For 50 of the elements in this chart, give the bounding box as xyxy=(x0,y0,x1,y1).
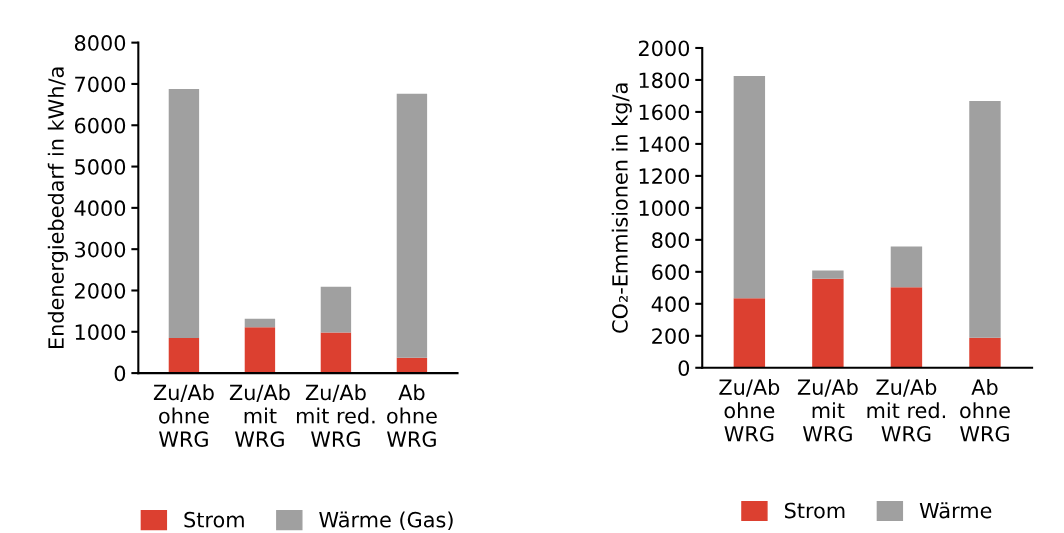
y-tick-label: 2000 xyxy=(75,282,126,299)
legend-label: Wärme (Gas) xyxy=(319,511,453,531)
bar xyxy=(244,327,276,374)
bar xyxy=(812,278,844,368)
y-tick-label: 0 xyxy=(678,360,690,376)
legend-label: Strom xyxy=(784,502,845,519)
y-tick-label: 0 xyxy=(114,365,126,382)
y-tick-label: 1400 xyxy=(639,136,690,153)
y-tick-label: 5000 xyxy=(75,159,126,175)
x-tick-label: Zu/Ab ohne WRG xyxy=(719,378,780,442)
y-tick-label: 1200 xyxy=(639,168,690,185)
y-tick-label: 7000 xyxy=(75,76,126,93)
x-tick-label: Zu/Ab mit red. WRG xyxy=(297,384,375,447)
y-tick-label: 1800 xyxy=(639,72,690,89)
y-tick-label: 4000 xyxy=(74,200,126,217)
bar xyxy=(320,332,352,374)
bar xyxy=(890,246,923,288)
legend-label: Wärme xyxy=(919,502,992,519)
bar xyxy=(396,93,428,358)
y-axis-title: CO₂-Emmisionen in kg/a xyxy=(611,83,632,333)
bar xyxy=(320,286,352,333)
y-tick-label: 1000 xyxy=(75,324,126,340)
y-tick-label: 3000 xyxy=(75,241,126,258)
bar xyxy=(812,270,844,279)
y-tick-label: 400 xyxy=(651,296,690,313)
x-tick-label: Ab ohne WRG xyxy=(960,378,1010,442)
bar xyxy=(168,337,200,374)
y-tick-label: 6000 xyxy=(74,117,126,134)
y-tick-label: 2000 xyxy=(638,40,690,57)
legend-label: Strom xyxy=(184,511,244,528)
x-tick-label: Zu/Ab mit WRG xyxy=(229,384,290,447)
y-tick-label: 1600 xyxy=(639,104,690,121)
y-axis-title: Endenergiebedarf in kWh/a xyxy=(47,67,68,348)
x-tick-label: Zu/Ab mit red. WRG xyxy=(867,378,945,442)
x-tick-label: Zu/Ab mit WRG xyxy=(797,378,858,442)
y-tick-label: 200 xyxy=(652,328,690,344)
bar xyxy=(733,75,766,299)
y-tick-label: 800 xyxy=(652,232,690,249)
bar xyxy=(733,298,766,368)
bar xyxy=(244,318,276,328)
y-tick-label: 600 xyxy=(652,264,690,281)
bar xyxy=(969,337,1001,368)
y-tick-label: 8000 xyxy=(74,35,126,51)
bar xyxy=(969,101,1001,338)
bar xyxy=(396,357,428,374)
bar xyxy=(168,88,200,338)
x-tick-label: Zu/Ab ohne WRG xyxy=(153,384,214,447)
bar xyxy=(890,287,923,368)
y-tick-label: 1000 xyxy=(639,200,690,217)
x-tick-label: Ab ohne WRG xyxy=(387,384,437,447)
